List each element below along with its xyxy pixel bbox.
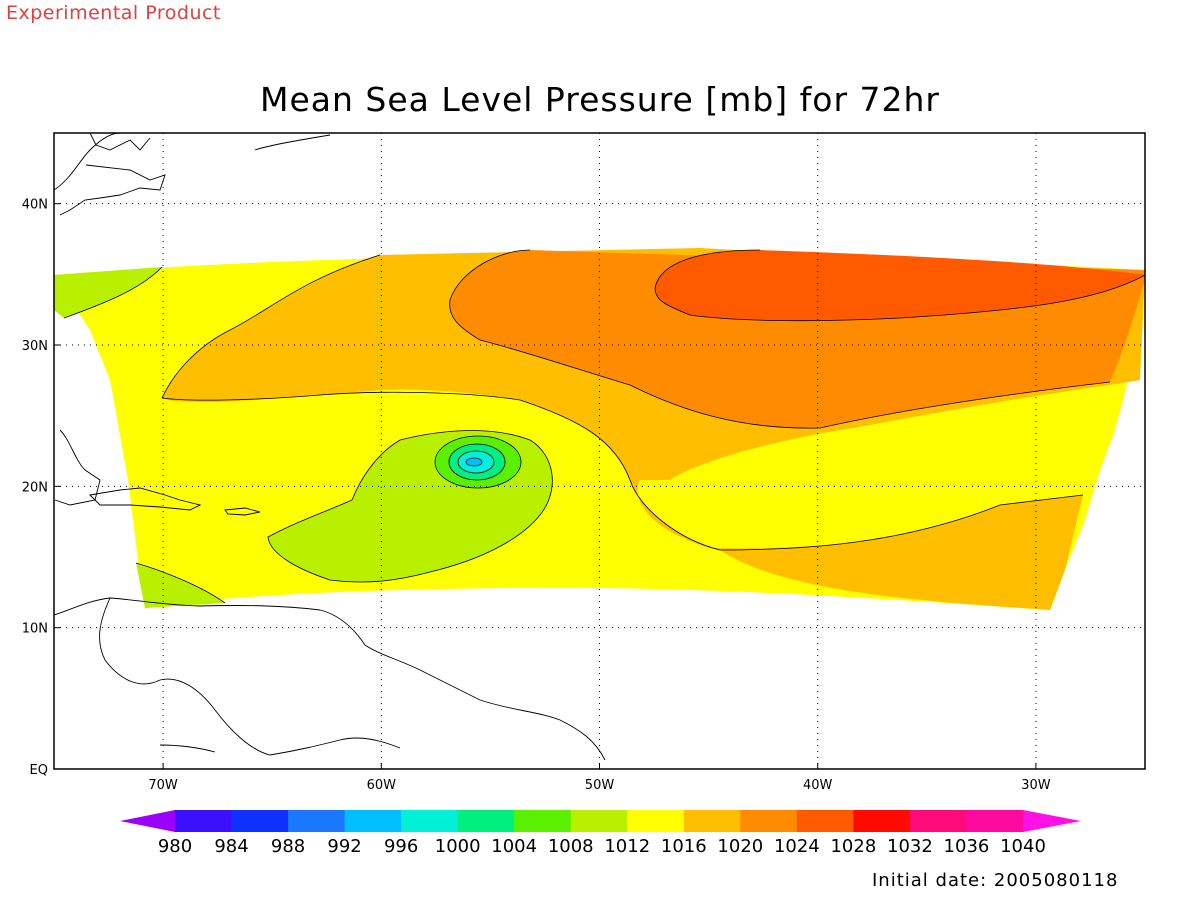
colorbar-label: 1004 <box>491 836 537 857</box>
colorbar-label: 984 <box>214 836 248 857</box>
colorbar-label: 988 <box>271 836 305 857</box>
colorbar-arrow-high <box>1023 810 1081 832</box>
colorbar-label: 1024 <box>774 836 820 857</box>
band-992-996 <box>466 458 482 466</box>
colorbar-label: 1020 <box>717 836 763 857</box>
colorbar-label: 1008 <box>548 836 594 857</box>
band-1008-1012-sw <box>136 563 225 608</box>
colorbar: 980 984 988 992 996 1000 1004 1008 1012 1016 1020 1… <box>120 810 1081 857</box>
lat-tick-label: 20N <box>22 480 48 495</box>
colorbar-swatch <box>909 810 967 832</box>
lat-tick-label: 30N <box>22 339 48 354</box>
initial-date: Initial date: 2005080118 <box>872 870 1119 891</box>
lat-tick-label: EQ <box>30 763 48 778</box>
coastlines <box>54 133 606 761</box>
colorbar-arrow-low <box>120 810 175 832</box>
colorbar-swatch <box>457 810 515 832</box>
colorbar-label: 1028 <box>830 836 876 857</box>
lon-tick-label: 50W <box>585 778 615 793</box>
colorbar-swatch <box>231 810 289 832</box>
colorbar-swatch <box>514 810 572 832</box>
colorbar-swatch <box>796 810 854 832</box>
colorbar-label: 1032 <box>887 836 933 857</box>
lon-tick-label: 40W <box>803 778 833 793</box>
lat-tick-label: 40N <box>22 198 48 213</box>
colorbar-label: 980 <box>158 836 192 857</box>
page-title: Mean Sea Level Pressure [mb] for 72hr <box>259 80 941 119</box>
colorbar-label: 1012 <box>604 836 650 857</box>
lon-tick-label: 30W <box>1021 778 1051 793</box>
colorbar-swatch <box>401 810 459 832</box>
colorbar-swatch <box>740 810 798 832</box>
band-1024-1028 <box>655 250 1145 321</box>
colorbar-label: 1000 <box>435 836 481 857</box>
colorbar-label: 996 <box>384 836 418 857</box>
colorbar-swatch <box>966 810 1024 832</box>
colorbar-label: 992 <box>327 836 361 857</box>
colorbar-swatch <box>627 810 685 832</box>
contour-lines <box>63 249 1145 604</box>
colorbar-label: 1036 <box>944 836 990 857</box>
colorbar-swatch <box>683 810 741 832</box>
pressure-field <box>54 133 1145 761</box>
lon-tick-label: 60W <box>367 778 397 793</box>
lat-tick-label: 10N <box>22 622 48 637</box>
colorbar-label: 1040 <box>1000 836 1046 857</box>
colorbar-swatch <box>570 810 628 832</box>
experimental-product-banner: Experimental Product <box>6 2 221 24</box>
colorbar-label: 1016 <box>661 836 707 857</box>
colorbar-swatch <box>853 810 911 832</box>
colorbar-swatch <box>175 810 233 832</box>
grid-lines <box>54 133 1145 769</box>
colorbar-swatch <box>344 810 402 832</box>
axis-ticks: 70W 60W 50W 40W 30W EQ 10N 20N 30N 40N <box>22 198 1051 793</box>
band-1008-1012-nw <box>54 267 162 318</box>
lon-tick-label: 70W <box>148 778 178 793</box>
colorbar-swatch <box>288 810 346 832</box>
